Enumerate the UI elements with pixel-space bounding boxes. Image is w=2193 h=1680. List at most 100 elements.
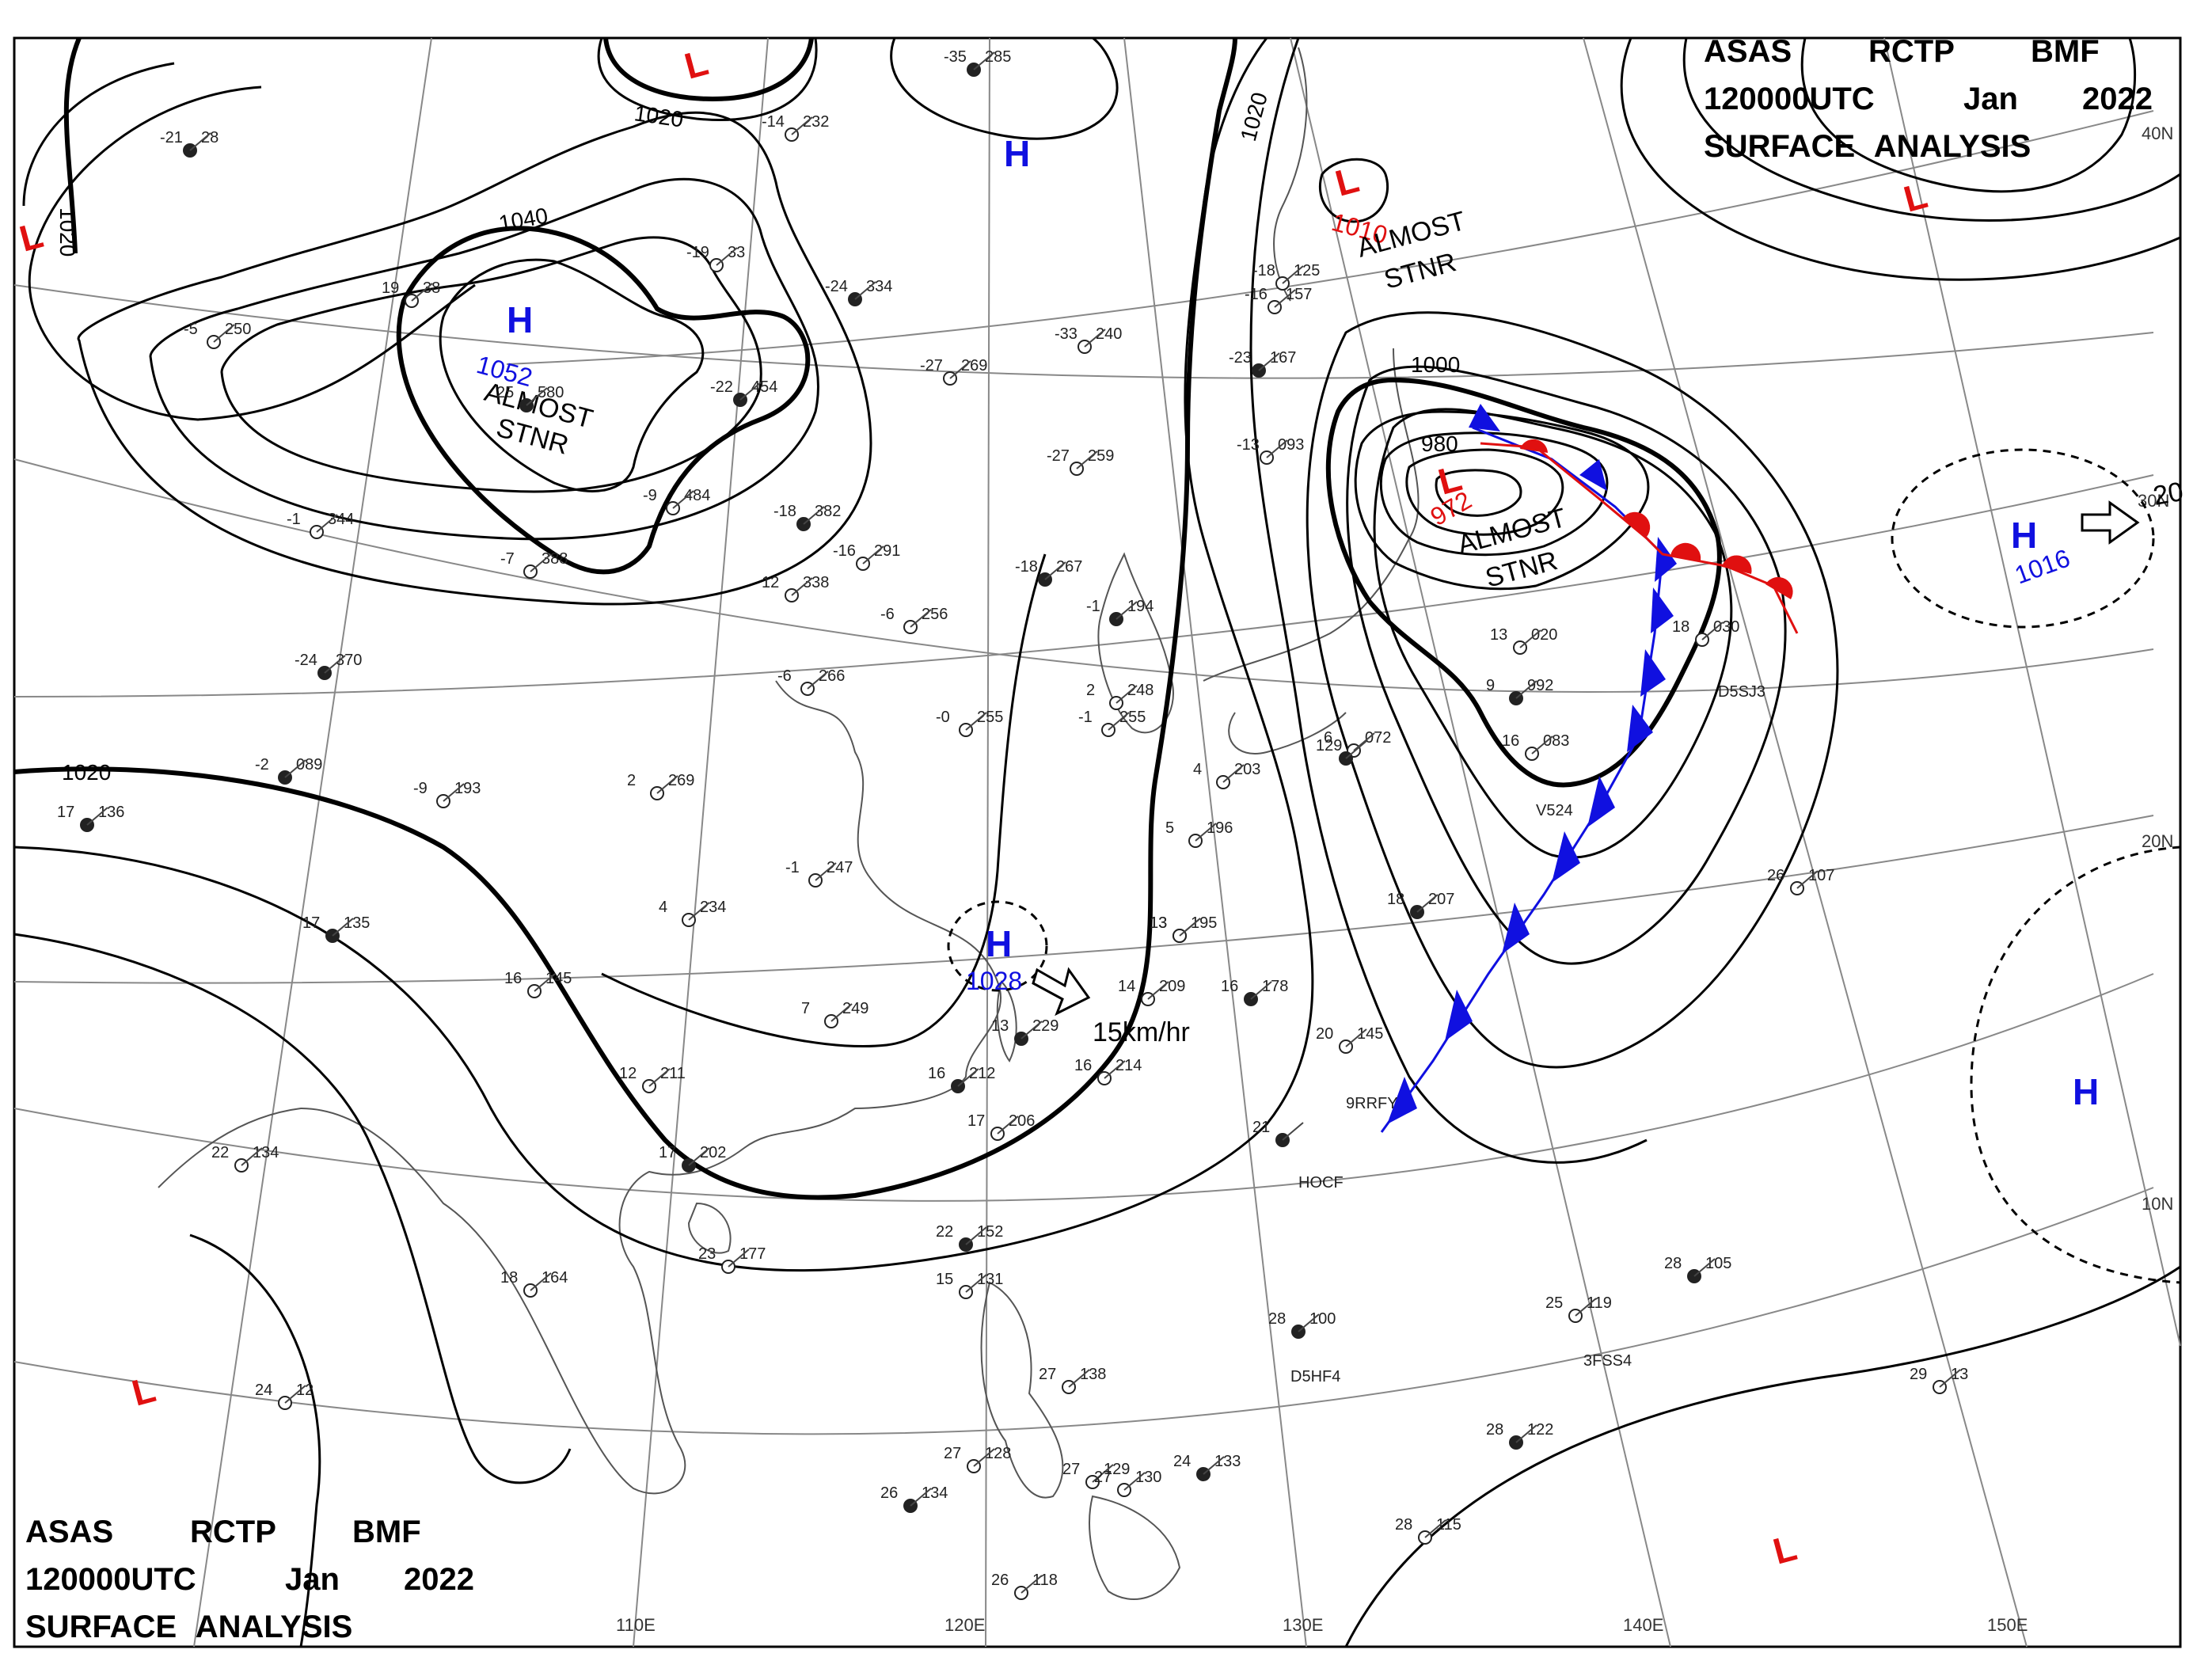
station-plot: 16 083 — [1502, 732, 1569, 761]
station-plot: -27 269 — [920, 357, 987, 386]
station-plot: 14 209 — [1118, 978, 1185, 1006]
station-pressure: 136 — [98, 804, 124, 821]
station-wind-barb — [739, 382, 762, 401]
movement-speed-label: 15km/hr — [1093, 1017, 1190, 1047]
station-wind-barb — [1116, 685, 1138, 704]
station-wind-barb — [1282, 1122, 1304, 1141]
isobar-north-high-a — [890, 36, 1119, 140]
station-wind-barb — [1531, 735, 1553, 754]
station-wind-barb — [241, 1147, 263, 1166]
station-temperature: 17 — [659, 1144, 676, 1161]
station-plot: -1 344 — [287, 511, 354, 539]
station-temperature: 25 — [496, 384, 514, 401]
coast-asia-mainland — [158, 680, 1002, 1495]
station-pressure: 128 — [985, 1445, 1011, 1462]
station-wind-barb — [534, 973, 556, 992]
station-pressure: 291 — [874, 542, 900, 560]
longitude-labels: 110E 120E 130E 140E 150E — [616, 1615, 2028, 1635]
station-pressure: 267 — [1056, 558, 1082, 576]
station-pressure: 089 — [296, 756, 322, 773]
station-pressure: 269 — [668, 772, 694, 789]
lon-label-150e: 150E — [1987, 1615, 2028, 1635]
station-temperature: 22 — [936, 1223, 953, 1241]
station-plot: 2 269 — [627, 772, 694, 800]
station-plot: -23 167 — [1229, 349, 1296, 378]
longitude-line-130e — [1123, 37, 1307, 1648]
station-temperature: 27 — [1039, 1366, 1056, 1383]
station-temperature: -1 — [1078, 709, 1093, 726]
station-temperature: 13 — [991, 1017, 1009, 1035]
station-wind-barb — [1796, 870, 1819, 889]
station-temperature: 13 — [1150, 914, 1167, 932]
station-pressure: 256 — [922, 606, 948, 623]
station-wind-barb — [284, 759, 306, 778]
lat-label-30n: 30N — [2138, 491, 2169, 511]
station-wind-barb — [530, 553, 552, 572]
station-temperature: 13 — [1490, 626, 1507, 644]
station-plot: 29 13 — [1910, 1366, 1968, 1394]
station-temperature: 17 — [967, 1112, 985, 1130]
station-plot: -24 334 — [825, 278, 892, 306]
station-pressure: 083 — [1543, 732, 1569, 750]
station-pressure: 580 — [538, 384, 564, 401]
station-plot: -9 484 — [643, 487, 710, 515]
station-pressure: 229 — [1032, 1017, 1058, 1035]
station-pressure: 020 — [1531, 626, 1557, 644]
station-wind-barb — [1701, 621, 1724, 640]
isobar-low-ring-1 — [1354, 410, 1650, 591]
station-temperature: -24 — [825, 278, 848, 295]
station-temperature: 27 — [1062, 1461, 1080, 1478]
station-wind-barb — [284, 1385, 306, 1404]
station-wind-barb — [1274, 289, 1296, 308]
cold-front — [1380, 404, 1677, 1133]
station-pressure: 145 — [545, 970, 572, 987]
station-plot: 13 229 — [991, 1017, 1058, 1046]
station-temperature: -14 — [762, 113, 785, 131]
isobar-low-outer-2 — [1346, 365, 1787, 965]
station-temperature: 2 — [627, 772, 636, 789]
station-temperature: -16 — [1245, 286, 1268, 303]
station-temperature: 24 — [1173, 1453, 1191, 1470]
dashed-isobars — [947, 448, 2181, 1284]
station-pressure: 12 — [296, 1382, 314, 1399]
station-pressure: 119 — [1587, 1294, 1612, 1312]
ship-id-d5hf4: D5HF4 — [1290, 1368, 1340, 1385]
isobar-1052-inner — [439, 258, 705, 492]
station-wind-barb — [830, 1003, 853, 1022]
station-pressure: 130 — [1135, 1469, 1161, 1486]
isobar-north-ring — [597, 37, 818, 121]
station-wind-barb — [443, 783, 465, 802]
isobar-1020-main — [13, 37, 1237, 1200]
station-wind-barb — [1108, 712, 1130, 731]
station-temperature: 23 — [698, 1245, 716, 1263]
station-pressure: 250 — [225, 321, 251, 338]
header-top-line2-a: 120000UTC — [1704, 82, 1875, 116]
station-pressure: 255 — [977, 709, 1003, 726]
station-wind-barb — [957, 1068, 979, 1087]
station-wind-barb — [965, 1274, 987, 1293]
station-pressure: 164 — [542, 1269, 568, 1287]
station-plots: -21 28-14 232-19 33-24 334-33 240-27 269-22 454… — [57, 48, 1968, 1600]
coast-mindanao — [1089, 1495, 1181, 1600]
station-wind-barb — [688, 902, 710, 921]
station-wind-barb — [1416, 894, 1439, 913]
station-wind-barb — [189, 132, 211, 151]
station-plot: -18 382 — [773, 503, 841, 531]
station-temperature: -27 — [1047, 447, 1070, 465]
isobar-1020-west — [63, 36, 82, 254]
station-pressure: 212 — [969, 1065, 995, 1082]
header-top-line1-c: BMF — [2031, 34, 2100, 69]
station-plot: 129 — [1316, 737, 1367, 766]
station-plot: 18 207 — [1387, 891, 1454, 919]
east-high-motion-arrow — [2081, 500, 2140, 545]
lon-label-130e: 130E — [1283, 1615, 1323, 1635]
station-plot: 17 136 — [57, 804, 124, 832]
station-plot: -1 247 — [785, 859, 853, 888]
station-temperature: 17 — [57, 804, 74, 821]
east-edge-label: 20 — [2151, 477, 2186, 511]
station-plot: -2 089 — [255, 756, 322, 785]
station-temperature: 21 — [1252, 1119, 1270, 1136]
station-pressure: 194 — [1127, 598, 1154, 615]
station-wind-barb — [965, 1226, 987, 1245]
station-pressure: 133 — [1214, 1453, 1241, 1470]
